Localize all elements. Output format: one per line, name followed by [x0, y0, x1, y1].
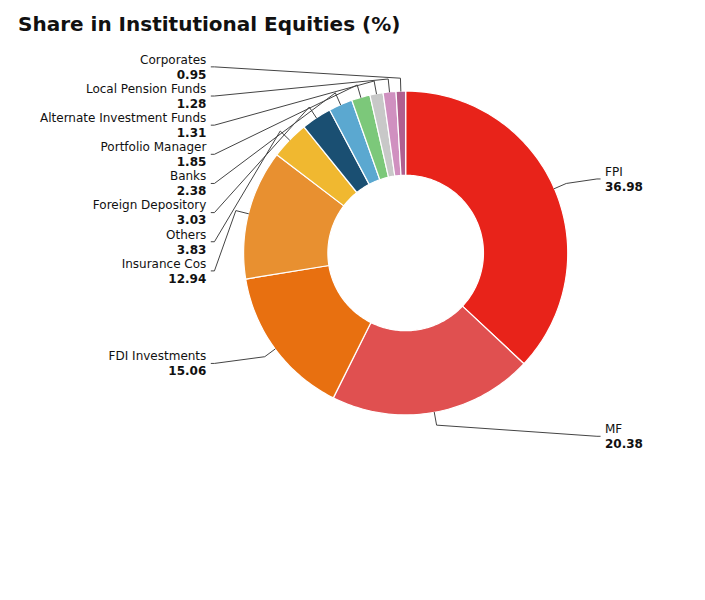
- svg-text:2.38: 2.38: [177, 184, 207, 198]
- svg-text:Corporates: Corporates: [140, 53, 206, 67]
- svg-text:12.94: 12.94: [168, 272, 206, 286]
- svg-text:FPI: FPI: [605, 165, 623, 179]
- svg-text:20.38: 20.38: [605, 437, 643, 451]
- svg-text:Portfolio Manager: Portfolio Manager: [101, 140, 207, 154]
- html-text:Share in Institutional Equitie: Share in Institutional Equities (%): [18, 12, 401, 36]
- svg-text:0.95: 0.95: [177, 68, 207, 82]
- svg-text:MF: MF: [605, 422, 622, 436]
- svg-text:36.98: 36.98: [605, 180, 643, 194]
- svg-text:Insurance Cos: Insurance Cos: [122, 257, 207, 271]
- svg-text:1.85: 1.85: [177, 155, 207, 169]
- svg-text:15.06: 15.06: [168, 364, 206, 378]
- svg-text:Alternate Investment Funds: Alternate Investment Funds: [40, 111, 206, 125]
- svg-text:3.83: 3.83: [177, 243, 207, 257]
- svg-text:1.31: 1.31: [177, 126, 207, 140]
- svg-text:3.03: 3.03: [177, 213, 207, 227]
- svg-text:Others: Others: [166, 228, 206, 242]
- svg-text:FDI Investments: FDI Investments: [109, 349, 207, 363]
- svg-text:Foreign Depository: Foreign Depository: [93, 198, 207, 212]
- svg-text:1.28: 1.28: [177, 97, 207, 111]
- svg-text:Local Pension Funds: Local Pension Funds: [86, 82, 206, 96]
- svg-text:Banks: Banks: [170, 169, 206, 183]
